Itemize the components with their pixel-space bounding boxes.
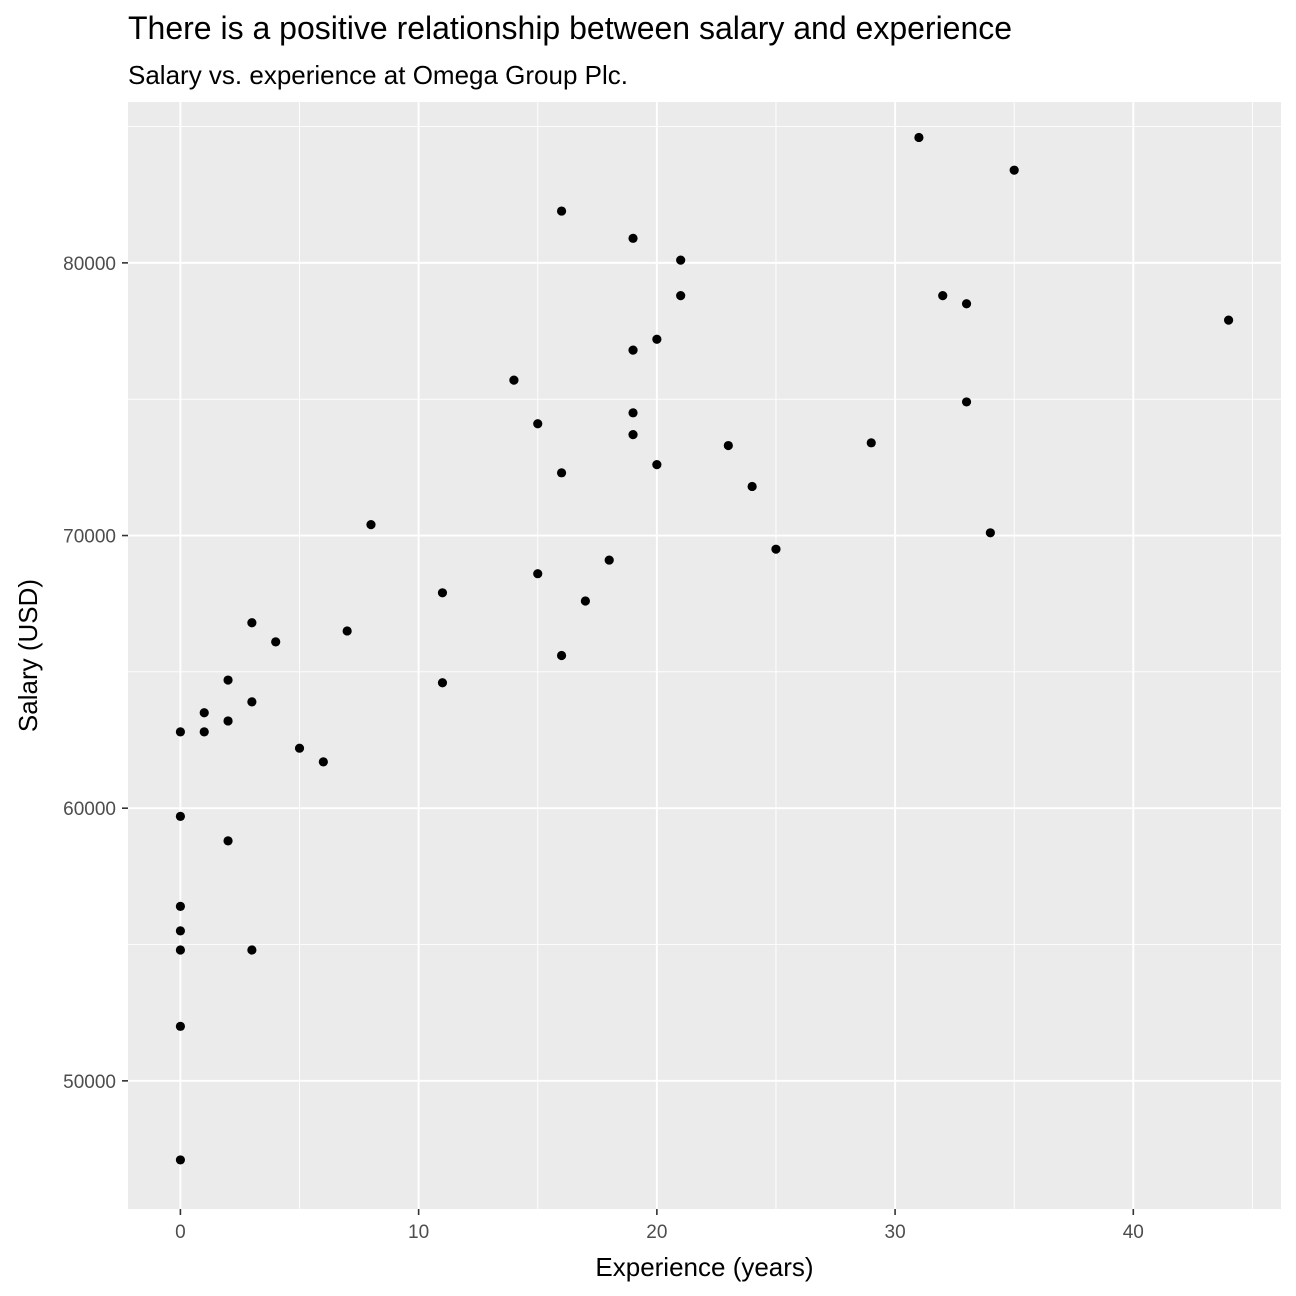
- y-tick-label: 50000: [63, 1072, 116, 1093]
- data-point: [223, 836, 233, 846]
- x-tick-label: 20: [646, 1222, 667, 1243]
- data-point: [556, 206, 567, 216]
- data-point: [938, 290, 948, 301]
- grid-minor: [128, 102, 1281, 1209]
- data-point: [628, 430, 638, 440]
- data-point: [342, 626, 352, 636]
- plot-panel: [128, 102, 1281, 1209]
- chart-subtitle: Salary vs. experience at Omega Group Plc…: [128, 60, 629, 90]
- data-point: [985, 528, 995, 538]
- x-tick-label: 10: [408, 1222, 429, 1243]
- x-axis: 0 10 20 30 40: [175, 1209, 1144, 1243]
- data-point: [199, 708, 209, 718]
- x-tick-label: 40: [1123, 1222, 1144, 1243]
- x-tick-label: 30: [885, 1222, 906, 1243]
- data-point: [175, 1155, 186, 1165]
- grid-major: [128, 102, 1281, 1209]
- data-point: [914, 132, 924, 143]
- data-point: [652, 460, 662, 470]
- y-axis-title: Salary (USD): [13, 579, 43, 732]
- y-tick-label: 80000: [63, 254, 116, 275]
- data-point: [199, 727, 209, 737]
- data-point: [175, 811, 186, 821]
- data-point: [961, 397, 972, 407]
- data-point: [223, 675, 233, 685]
- data-point: [556, 468, 567, 478]
- data-point: [175, 926, 186, 936]
- data-point: [366, 520, 376, 530]
- data-point: [580, 596, 590, 606]
- data-point: [556, 650, 567, 661]
- y-tick-label: 70000: [63, 527, 116, 548]
- data-point: [628, 233, 638, 243]
- data-points: [175, 132, 1234, 1165]
- data-point: [1223, 315, 1234, 325]
- data-point: [1009, 165, 1019, 175]
- data-point: [533, 419, 543, 429]
- data-point: [175, 901, 186, 911]
- data-point: [652, 334, 662, 344]
- y-axis: 50000 60000 70000 80000: [63, 254, 128, 1093]
- x-axis-title: Experience (years): [595, 1252, 813, 1282]
- data-point: [771, 544, 781, 554]
- data-point: [509, 375, 519, 385]
- data-point: [175, 1021, 186, 1031]
- data-point: [866, 438, 876, 448]
- data-point: [961, 299, 972, 309]
- data-point: [271, 637, 281, 647]
- data-point: [175, 945, 186, 955]
- data-point: [747, 481, 757, 492]
- data-point: [175, 727, 186, 737]
- data-point: [533, 569, 543, 579]
- data-point: [247, 945, 257, 955]
- y-tick-label: 60000: [63, 799, 116, 820]
- x-tick-label: 0: [175, 1222, 186, 1243]
- data-point: [247, 618, 257, 628]
- data-point: [676, 255, 686, 265]
- data-point: [628, 408, 638, 418]
- chart-title: There is a positive relationship between…: [128, 10, 1013, 46]
- data-point: [604, 555, 614, 565]
- data-point: [223, 716, 233, 726]
- data-point: [294, 743, 305, 753]
- data-point: [318, 757, 328, 767]
- data-point: [247, 697, 257, 707]
- data-point: [628, 345, 638, 355]
- data-point: [676, 290, 686, 301]
- data-point: [437, 678, 448, 688]
- data-point: [723, 440, 733, 451]
- data-point: [437, 588, 448, 598]
